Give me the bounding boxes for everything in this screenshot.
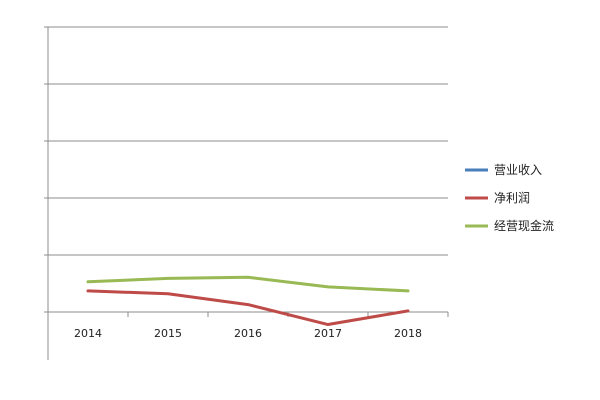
legend-label: 净利润 [494,191,530,205]
x-tick-label: 2017 [314,327,342,340]
legend-label: 经营现金流 [494,218,554,233]
legend-label: 营业收入 [494,163,542,177]
x-tick-label: 2018 [394,327,422,340]
gridlines [48,26,448,256]
series-line-2 [86,289,410,327]
axes [44,26,449,360]
x-tick-labels: 2014 2015 2016 2017 2018 [74,327,422,340]
series-lines [86,275,410,327]
series-line-3 [86,275,410,293]
x-tick-label: 2015 [154,327,182,340]
x-tick-label: 2014 [74,327,102,340]
x-tick-label: 2016 [234,327,262,340]
